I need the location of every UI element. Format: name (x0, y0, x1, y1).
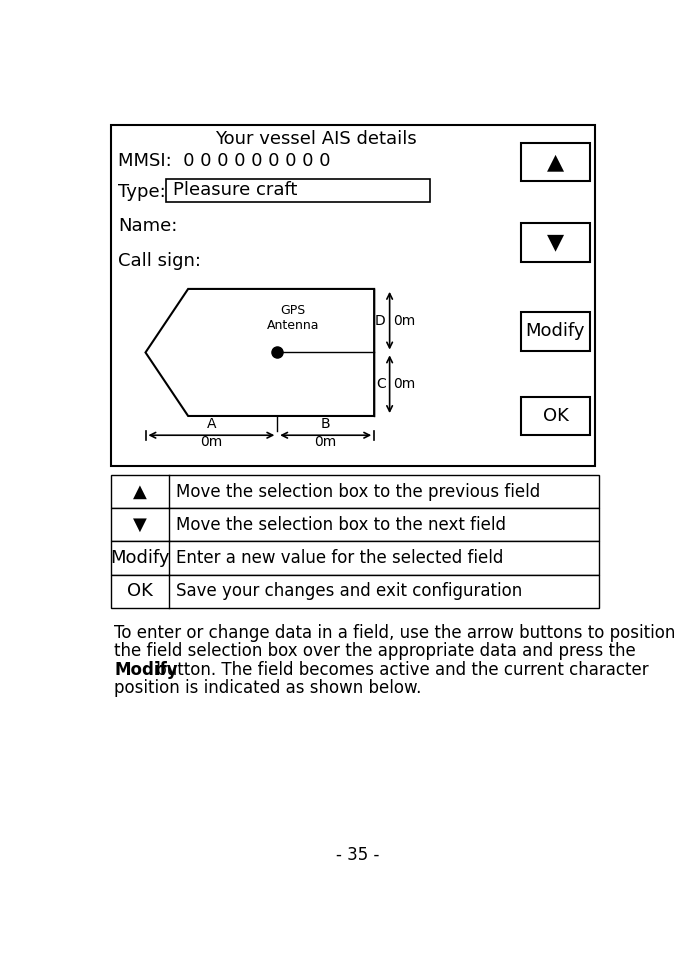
Text: OK: OK (542, 407, 568, 425)
Text: Type:: Type: (118, 182, 172, 201)
Bar (521, 397, 589, 435)
Text: Save your changes and exit configuration: Save your changes and exit configuration (177, 582, 523, 601)
Text: 0m: 0m (315, 435, 337, 449)
Text: ▲: ▲ (547, 152, 564, 172)
Text: Modify: Modify (115, 661, 178, 679)
Text: position is indicated as shown below.: position is indicated as shown below. (115, 680, 422, 697)
Bar (521, 143, 589, 181)
Text: A: A (207, 417, 216, 431)
Text: Your vessel AIS details: Your vessel AIS details (215, 129, 417, 147)
Text: To enter or change data in a field, use the arrow buttons to position: To enter or change data in a field, use … (115, 624, 676, 642)
Text: button. The field becomes active and the current character: button. The field becomes active and the… (151, 661, 649, 679)
Text: ▲: ▲ (133, 483, 147, 501)
Text: Modify: Modify (110, 549, 169, 567)
Text: Modify: Modify (526, 322, 585, 340)
Bar (110, 125, 595, 466)
Text: Call sign:: Call sign: (118, 252, 201, 270)
Text: ▼: ▼ (547, 232, 564, 253)
Bar (521, 312, 589, 351)
Text: 0m: 0m (394, 377, 416, 391)
Bar (110, 575, 599, 607)
Bar (110, 508, 599, 542)
Text: Move the selection box to the next field: Move the selection box to the next field (177, 516, 507, 534)
Text: the field selection box over the appropriate data and press the: the field selection box over the appropr… (115, 642, 636, 660)
Text: Enter a new value for the selected field: Enter a new value for the selected field (177, 549, 504, 567)
Text: B: B (321, 417, 331, 431)
Bar (110, 542, 599, 575)
Text: GPS
Antenna: GPS Antenna (266, 305, 319, 333)
Bar (110, 475, 599, 508)
Text: D: D (375, 313, 386, 328)
Text: MMSI:  0 0 0 0 0 0 0 0 0: MMSI: 0 0 0 0 0 0 0 0 0 (118, 152, 331, 170)
Text: C: C (376, 377, 386, 391)
Polygon shape (145, 289, 374, 416)
Text: OK: OK (127, 582, 152, 601)
Text: Name:: Name: (118, 217, 178, 235)
Text: - 35 -: - 35 - (336, 845, 380, 864)
Text: 0m: 0m (200, 435, 222, 449)
Text: Move the selection box to the previous field: Move the selection box to the previous f… (177, 483, 541, 501)
Text: 0m: 0m (394, 313, 416, 328)
Bar (166, 178, 430, 201)
Text: Pleasure craft: Pleasure craft (173, 181, 297, 200)
Text: ▼: ▼ (133, 516, 147, 534)
Bar (521, 224, 589, 262)
